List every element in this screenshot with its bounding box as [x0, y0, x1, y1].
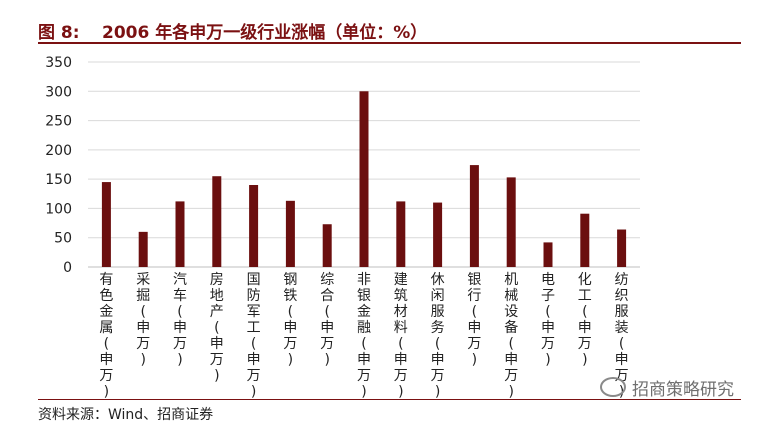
y-tick-label: 50 [54, 231, 72, 247]
bar [543, 242, 553, 267]
bar-chart: 0 50 100 150 200 250 300 350 有色金属(申万) 采掘(申万) 汽车(申万… [45, 55, 640, 400]
figure-title-row: 图 8: 2006 年各申万一级行业涨幅（单位：%） [38, 14, 741, 43]
bar [580, 213, 590, 267]
x-tick-label: 房地产(申万) [210, 272, 224, 384]
x-tick-label: 休闲服务(申万) [431, 272, 445, 400]
bar [175, 201, 185, 267]
source-note: 资料来源：Wind、招商证券 [38, 407, 214, 423]
y-tick-label: 200 [45, 143, 72, 159]
bar [249, 185, 259, 267]
x-tick-label: 化工(申万) [578, 272, 592, 368]
x-tick-label: 国防军工(申万) [247, 272, 261, 400]
y-tick-label: 150 [45, 172, 72, 188]
x-tick-label: 非银金融(申万) [357, 272, 371, 400]
watermark-text: 招商策略研究 [632, 380, 734, 400]
bar [433, 202, 443, 267]
bar [322, 224, 332, 267]
bar [101, 182, 111, 267]
y-tick-label: 300 [45, 84, 72, 100]
y-tick-label: 100 [45, 201, 72, 217]
source-divider [38, 399, 741, 400]
bar [396, 201, 406, 267]
watermark: 招商策略研究 [600, 375, 734, 400]
bar [359, 91, 369, 268]
bar [285, 200, 295, 267]
bar [212, 176, 222, 267]
x-tick-label: 银行(申万) [467, 272, 481, 368]
bar [506, 177, 516, 267]
title-divider [38, 42, 741, 44]
figure-number: 图 8: [38, 23, 80, 43]
x-tick-label: 综合(申万) [320, 272, 334, 368]
x-tick-label: 有色金属(申万) [99, 272, 113, 400]
x-tick-label: 机械设备(申万) [504, 272, 518, 400]
wechat-icon [600, 377, 626, 397]
figure-title: 2006 年各申万一级行业涨幅（单位：%） [102, 23, 428, 43]
x-tick-label: 电子(申万) [541, 272, 555, 368]
bar [617, 229, 627, 267]
bar [469, 165, 479, 267]
y-tick-label: 350 [45, 55, 72, 71]
x-tick-label: 采掘(申万) [136, 272, 150, 368]
x-tick-label: 建筑材料(申万) [394, 272, 408, 400]
x-tick-label: 钢铁(申万) [283, 272, 297, 368]
y-tick-label: 250 [45, 114, 72, 130]
bar [138, 231, 148, 267]
x-tick-label: 汽车(申万) [173, 272, 187, 368]
y-tick-label: 0 [63, 260, 72, 276]
